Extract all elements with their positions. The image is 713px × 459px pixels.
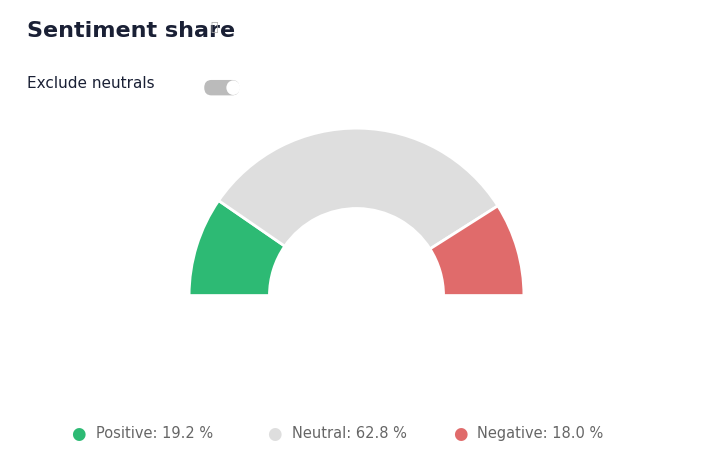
Text: Negative: 18.0 %: Negative: 18.0 % bbox=[477, 426, 603, 441]
Text: ●: ● bbox=[267, 425, 282, 443]
Text: ⓘ: ⓘ bbox=[210, 21, 218, 34]
Text: Neutral: 62.8 %: Neutral: 62.8 % bbox=[292, 426, 406, 441]
Wedge shape bbox=[219, 128, 498, 249]
Wedge shape bbox=[189, 201, 284, 296]
Text: Exclude neutrals: Exclude neutrals bbox=[27, 76, 155, 91]
Text: Sentiment share: Sentiment share bbox=[27, 21, 235, 41]
Text: Positive: 19.2 %: Positive: 19.2 % bbox=[96, 426, 212, 441]
Wedge shape bbox=[430, 206, 524, 296]
Circle shape bbox=[226, 80, 240, 95]
Text: ●: ● bbox=[453, 425, 467, 443]
Text: ●: ● bbox=[71, 425, 86, 443]
FancyBboxPatch shape bbox=[204, 80, 240, 95]
